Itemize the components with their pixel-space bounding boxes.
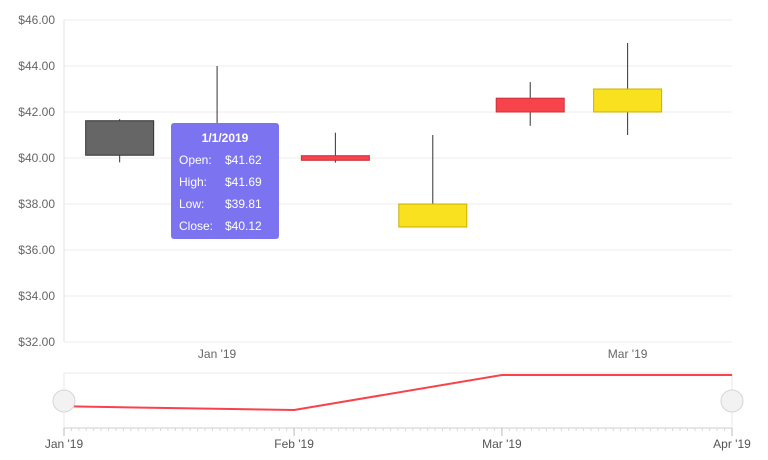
tooltip-row-open: Open: $41.62 [179, 149, 271, 171]
tooltip-low-value: $39.81 [225, 197, 262, 211]
y-tick-label: $32.00 [18, 335, 55, 349]
candle-body [593, 88, 663, 113]
tooltip-row-close: Close: $40.12 [179, 215, 271, 237]
navigator-right-handle[interactable] [720, 389, 744, 413]
tooltip-low-key: Low: [179, 197, 205, 211]
navigator-label: Feb '19 [274, 437, 314, 451]
y-tick-label: $40.00 [18, 151, 55, 165]
candle-body [495, 97, 565, 113]
candle[interactable] [398, 135, 468, 228]
y-tick-label: $36.00 [18, 243, 55, 257]
y-tick-label: $46.00 [18, 13, 55, 27]
grid-lines [64, 19, 732, 343]
tooltip-open-key: Open: [179, 153, 212, 167]
navigator-left-handle[interactable] [52, 389, 76, 413]
candle-body [398, 203, 468, 228]
tooltip-open-value: $41.62 [225, 153, 262, 167]
navigator-label: Apr '19 [713, 437, 751, 451]
candle[interactable] [593, 43, 663, 135]
candle-body [300, 155, 370, 161]
navigator-label: Jan '19 [45, 437, 84, 451]
y-tick-label: $38.00 [18, 197, 55, 211]
candle[interactable] [300, 132, 370, 163]
y-tick-label: $42.00 [18, 105, 55, 119]
candle[interactable] [495, 82, 565, 126]
candle[interactable] [85, 119, 155, 163]
tooltip-high-value: $41.69 [225, 175, 262, 189]
x-tick-label: Mar '19 [608, 347, 648, 361]
navigator[interactable]: Jan '19 Feb '19 Mar '19 Apr '19 [45, 372, 751, 451]
navigator-label: Mar '19 [482, 437, 522, 451]
y-tick-label: $34.00 [18, 289, 55, 303]
tooltip-row-low: Low: $39.81 [179, 193, 271, 215]
tooltip-title: 1/1/2019 [201, 131, 249, 145]
candle-tooltip: 1/1/2019 Open: $41.62 High: $41.69 Low: … [171, 123, 279, 239]
tooltip-close-value: $40.12 [225, 219, 262, 233]
navigator-frame [63, 372, 733, 429]
x-axis: Jan '19 Mar '19 [198, 347, 648, 361]
tooltip-high-key: High: [179, 175, 208, 189]
candles [85, 43, 663, 228]
y-axis: $46.00 $44.00 $42.00 $40.00 $38.00 $36.00 $34.… [18, 13, 65, 349]
tooltip-close-key: Close: [179, 219, 214, 233]
candle-body [85, 120, 155, 156]
y-tick-label: $44.00 [18, 59, 55, 73]
x-tick-label: Jan '19 [198, 347, 237, 361]
navigator-series-line [63, 374, 732, 412]
tooltip-row-high: High: $41.69 [179, 171, 271, 193]
